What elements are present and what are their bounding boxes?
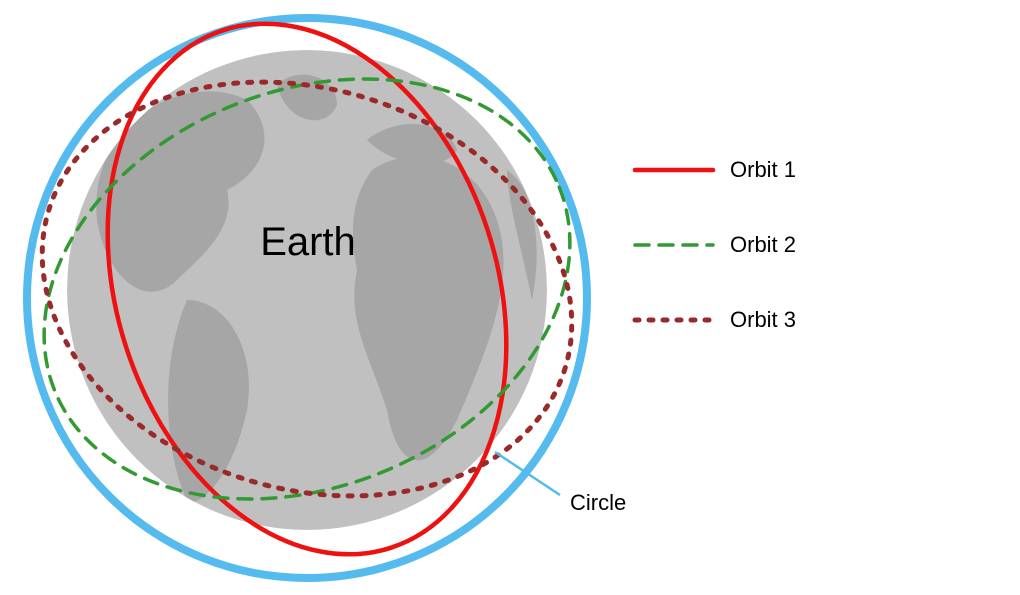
circle-label: Circle (570, 490, 626, 515)
earth-label: Earth (260, 220, 356, 264)
legend-label-orbit-2: Orbit 2 (730, 232, 796, 257)
legend-label-orbit-1: Orbit 1 (730, 157, 796, 182)
legend-label-orbit-3: Orbit 3 (730, 307, 796, 332)
earth-globe (67, 50, 547, 530)
